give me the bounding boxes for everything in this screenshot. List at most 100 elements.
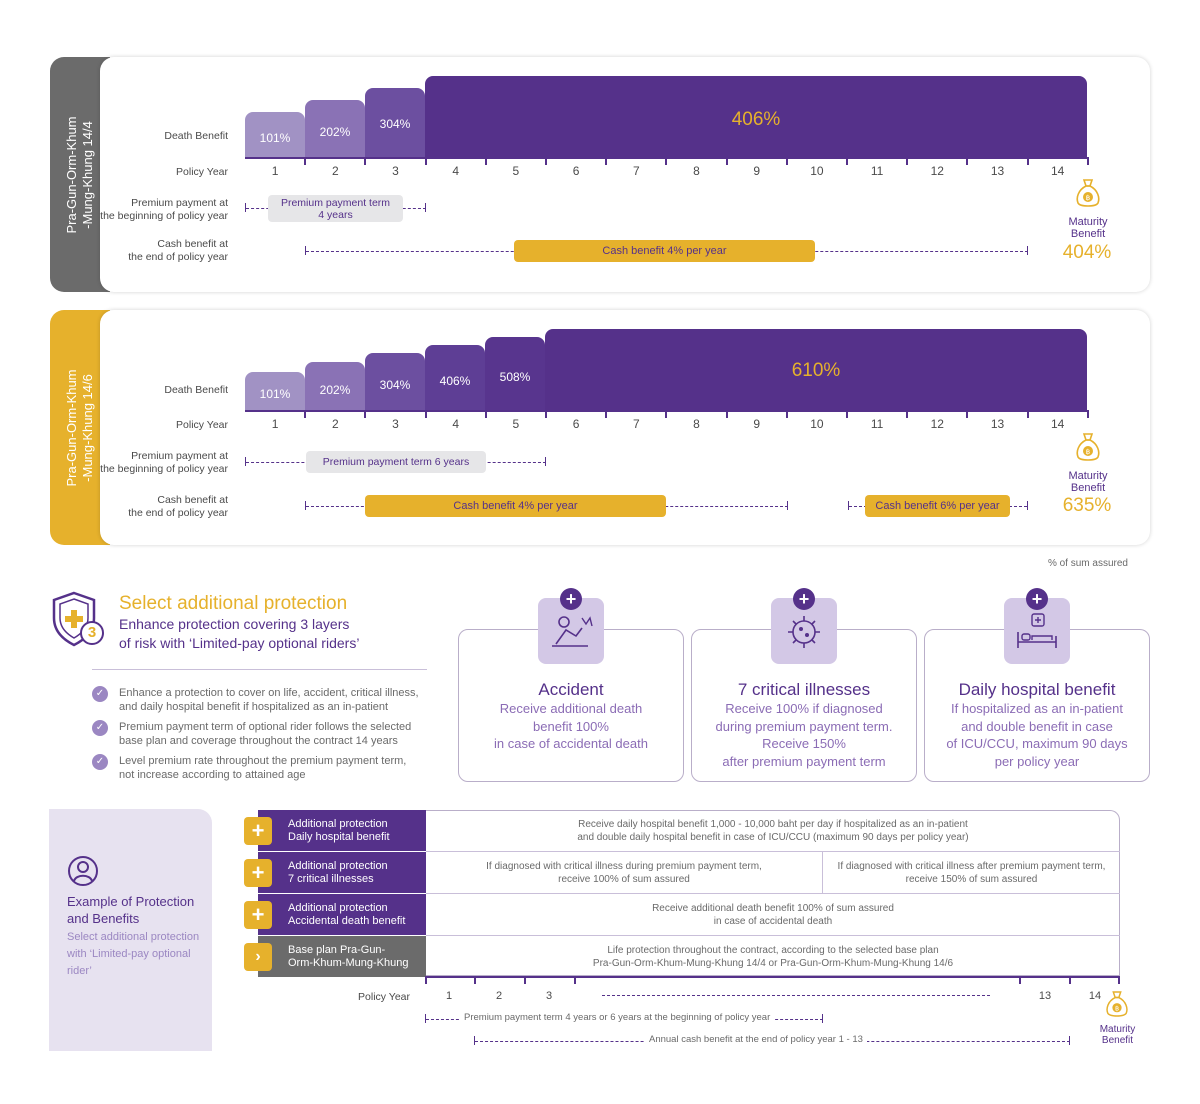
- bullet-line1: Premium payment term of optional rider f…: [119, 721, 412, 733]
- death-benefit-label: Death Benefit: [164, 384, 228, 396]
- sum-assured-note: % of sum assured: [1047, 558, 1128, 569]
- year-label: 3: [545, 990, 553, 1002]
- bar-label: 610%: [791, 360, 841, 381]
- cell-line: in case of accidental death: [713, 916, 833, 927]
- axis-tick: [424, 157, 427, 165]
- table-cell: If diagnosed with critical illness after…: [823, 860, 1120, 886]
- bullet-line2: base plan and coverage throughout the co…: [119, 735, 398, 747]
- range-cap: [822, 1014, 823, 1023]
- bottom-axis: [426, 976, 1120, 978]
- table-row-label-accident: Additional protection Accidental death b…: [258, 894, 426, 935]
- cash-label-line2: the end of policy year: [128, 507, 228, 519]
- check-icon: ✓: [92, 686, 108, 702]
- table-col-divider: [822, 852, 823, 893]
- hospital-bed-icon: [1004, 598, 1070, 664]
- example-title: Example of Protection and Benefits: [67, 893, 194, 927]
- divider: [92, 669, 427, 670]
- year-label: 5: [512, 164, 520, 178]
- rider-desc: Receive additional death benefit 100% in…: [467, 700, 675, 753]
- rider-title: Accident: [538, 680, 604, 699]
- year-label: 13: [990, 164, 1005, 178]
- axis-tick: [1086, 157, 1089, 165]
- year-label: 7: [632, 164, 640, 178]
- premium-payment-label: Premium payment at the beginning of poli…: [90, 450, 228, 476]
- annual-cash-text: Annual cash benefit at the end of policy…: [645, 1034, 867, 1045]
- maturity-benefit-label: Maturity Benefit: [1058, 216, 1118, 240]
- bar-year-1: 101%: [245, 112, 305, 157]
- bar-year-4: 406%: [425, 345, 485, 410]
- rider-desc-line: of ICU/CCU, maximum 90 days: [946, 736, 1128, 751]
- premium-label-line1: Premium payment at: [131, 450, 228, 462]
- year-label: 1: [445, 990, 453, 1002]
- bar-year-3: 304%: [365, 88, 425, 157]
- rider-desc-line: If hospitalized as an in-patient: [951, 701, 1123, 716]
- bar-label: 304%: [379, 117, 411, 131]
- rider-desc-line: after premium payment term: [722, 753, 886, 769]
- example-desc-line: Select additional protection: [67, 931, 200, 943]
- axis-tick: [725, 410, 728, 418]
- axis-tick: [966, 410, 969, 418]
- maturity-benefit-label: Maturity Benefit: [1058, 470, 1118, 494]
- maturity-line2: Benefit: [1070, 228, 1106, 240]
- axis-tick: [665, 410, 668, 418]
- axis-tick: [304, 157, 307, 165]
- maturity-line2: Benefit: [1070, 482, 1106, 494]
- cell-line: receive 150% of sum assured: [905, 874, 1038, 885]
- rider-desc-line: in case of accidental death: [494, 736, 648, 751]
- rider-desc: Receive 100% if diagnosed during premium…: [700, 700, 908, 770]
- row-label-line1: Base plan Pra-Gun-: [288, 944, 386, 956]
- cash-benefit-label: Cash benefit at the end of policy year: [90, 494, 228, 520]
- row-label-line2: Daily hospital benefit: [288, 831, 390, 843]
- year-label: 12: [930, 417, 944, 431]
- svg-text:฿: ฿: [1086, 448, 1090, 456]
- subtitle-line2: of risk with ‘Limited-pay optional rider…: [119, 635, 360, 651]
- range-cap: [545, 457, 546, 466]
- year-label: 4: [452, 417, 460, 431]
- table-row-label-hospital: Additional protection Daily hospital ben…: [258, 810, 426, 851]
- bar-year-1: 101%: [245, 372, 305, 410]
- premium-payment-label: Premium payment at the beginning of poli…: [90, 197, 228, 223]
- bullet-item: Premium payment term of optional rider f…: [119, 720, 431, 748]
- cell-line: If diagnosed with critical illness durin…: [486, 861, 762, 872]
- cell-line: If diagnosed with critical illness after…: [837, 861, 1106, 872]
- year-label: 2: [331, 164, 339, 178]
- maturity-line2: Benefit: [1101, 1035, 1134, 1046]
- bar-label: 202%: [319, 125, 351, 139]
- year-label: 2: [331, 417, 339, 431]
- plus-icon: +: [1026, 588, 1048, 610]
- range-cap: [474, 1036, 475, 1045]
- bullet-line2: not increase according to attained age: [119, 769, 306, 781]
- rider-desc: If hospitalized as an in-patient and dou…: [933, 700, 1141, 770]
- axis-tick: [524, 976, 526, 984]
- axis-tick: [574, 976, 576, 984]
- bar-year-5: 508%: [485, 337, 545, 410]
- example-title-line1: Example of Protection: [67, 894, 195, 909]
- premium-term-text: Premium payment term 4 years or 6 years …: [460, 1012, 775, 1023]
- axis-tick: [605, 410, 608, 418]
- table-row-divider: [426, 851, 1120, 852]
- year-label: 10: [810, 164, 824, 178]
- bullet-line2: and daily hospital benefit if hospitaliz…: [119, 701, 389, 713]
- year-label: 2: [495, 990, 503, 1002]
- bullet-item: Level premium rate throughout the premiu…: [119, 754, 431, 782]
- rider-desc-line: Receive 100% if diagnosed: [725, 701, 883, 716]
- axis-tick: [846, 410, 848, 418]
- bar-label: 101%: [259, 131, 291, 145]
- axis-tick: [785, 410, 788, 418]
- range-cap: [848, 501, 849, 510]
- year-label: 9: [753, 417, 761, 431]
- maturity-line1: Maturity: [1099, 1024, 1136, 1035]
- axis-tick: [1019, 976, 1021, 984]
- year-label: 3: [392, 417, 399, 431]
- year-label: 4: [452, 164, 460, 178]
- cash-label-line1: Cash benefit at: [157, 494, 228, 506]
- money-bag-icon: ฿: [1076, 179, 1100, 207]
- cash-label-line1: Cash benefit at: [157, 238, 228, 250]
- year-label: 9: [753, 164, 761, 178]
- pill-line2: 4 years: [318, 209, 353, 221]
- maturity-line1: Maturity: [1068, 470, 1108, 482]
- table-cell: Receive daily hospital benefit 1,000 - 1…: [426, 818, 1120, 844]
- year-label: 14: [1088, 990, 1102, 1002]
- range-cap: [787, 501, 788, 510]
- row-label-line2: Orm-Khum-Mung-Khung: [288, 957, 409, 969]
